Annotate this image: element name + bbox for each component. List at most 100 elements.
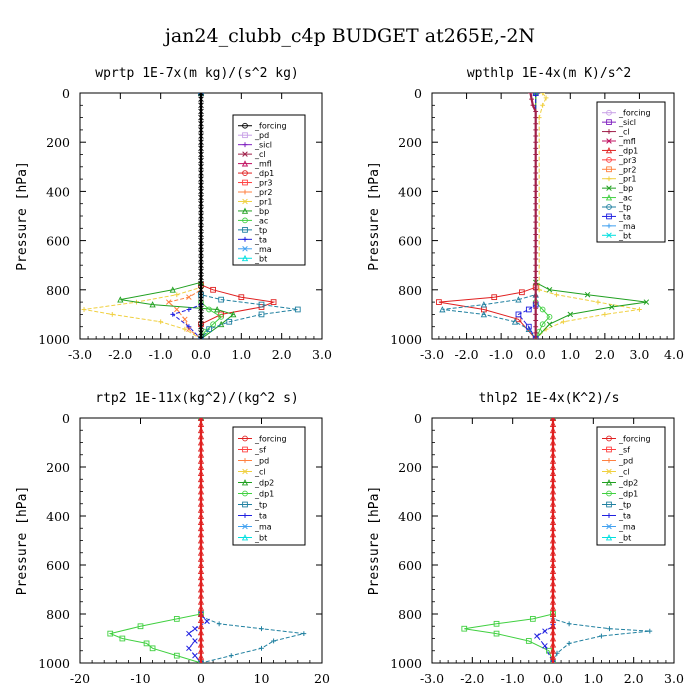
- series-point_cl: [533, 164, 539, 170]
- series-point_forcing: [198, 330, 204, 336]
- legend-marker: [242, 198, 248, 205]
- series-point_cl: [533, 250, 539, 256]
- series-point_tp: [647, 628, 653, 634]
- series-point_forcing: [549, 530, 557, 538]
- series-point_dp1: [137, 623, 144, 630]
- series-point_pr2: [182, 316, 188, 323]
- series-point_tp: [480, 301, 487, 308]
- x-tick-label: -2.0: [460, 671, 484, 686]
- series-point_forcing: [198, 250, 204, 256]
- series-point_bp: [584, 291, 591, 298]
- x-tick-label: 0: [197, 671, 205, 686]
- legend-marker: [242, 435, 248, 442]
- series-point_forcing: [549, 610, 557, 617]
- legend-marker: [242, 227, 248, 233]
- legend-entry: _pr1: [254, 197, 272, 206]
- series-point_forcing: [198, 188, 204, 195]
- y-tick-label: 0: [414, 86, 422, 101]
- series-point_forcing: [198, 145, 204, 152]
- x-tick-label: 1.0: [231, 347, 251, 362]
- series-point_forcing: [549, 451, 557, 458]
- series-point_forcing: [198, 170, 204, 176]
- legend-entry: _tp: [254, 226, 267, 235]
- series-point_cl: [533, 318, 539, 323]
- series-line_tp: [552, 418, 650, 663]
- series-point_dp1: [119, 635, 126, 642]
- series-point_bp: [643, 299, 650, 305]
- series-point_forcing: [197, 628, 205, 636]
- series-point_dp1: [493, 620, 500, 627]
- series-point_cl: [533, 324, 539, 330]
- series-point_forcing: [549, 549, 557, 556]
- series-point_pr1: [182, 326, 188, 332]
- legend-marker: [242, 122, 248, 129]
- series-point_pr1: [560, 319, 566, 325]
- series-point_cl: [533, 139, 539, 145]
- legend-marker: [605, 194, 613, 201]
- series-point_forcing: [549, 567, 557, 574]
- series-point_forcing: [549, 524, 557, 532]
- y-tick-label: 400: [46, 184, 70, 199]
- series-point_pr1: [543, 95, 549, 101]
- legend-marker: [606, 232, 612, 239]
- series-point_ta: [186, 307, 192, 312]
- legend-marker: [242, 236, 248, 242]
- legend-marker: [606, 513, 612, 518]
- legend-marker: [606, 129, 612, 134]
- legend-entry: _tp: [254, 501, 267, 510]
- series-point_tp: [439, 306, 446, 313]
- legend-entry: _tp: [618, 203, 631, 212]
- x-tick-label: 2.0: [272, 347, 292, 362]
- series-point_forcing: [549, 432, 557, 440]
- legend-marker: [606, 446, 612, 453]
- series-point_forcing: [549, 622, 557, 630]
- series-point_cl: [533, 225, 539, 231]
- series-point_forcing: [198, 219, 204, 225]
- series-point_pr2: [174, 306, 180, 313]
- legend-entry: _pr3: [254, 179, 272, 188]
- series-point_forcing: [198, 194, 204, 201]
- series-point_cl: [533, 219, 539, 225]
- series-point_forcing: [198, 133, 204, 139]
- series-point_cl: [533, 336, 539, 339]
- series-point_ta: [534, 633, 540, 639]
- legend-entry: _ma: [618, 523, 636, 532]
- series-point_forcing: [549, 635, 557, 642]
- series-point_tp: [206, 326, 212, 333]
- series-point_ta: [525, 306, 532, 313]
- legend-entry: _ac: [254, 216, 268, 225]
- series-point_cl: [533, 189, 539, 194]
- series-point_forcing: [197, 604, 205, 611]
- legend-entry: _forcing: [254, 122, 287, 131]
- series-point_tp: [480, 310, 487, 318]
- y-tick-label: 1000: [390, 332, 422, 347]
- panel-title: thlp2 1E-4x(K^2)/s: [479, 391, 620, 406]
- legend-marker: [241, 160, 249, 167]
- series-point_pr1: [554, 292, 559, 298]
- series-point_forcing: [198, 127, 204, 133]
- y-tick-label: 800: [46, 607, 70, 622]
- y-tick-label: 1000: [38, 656, 70, 671]
- series-line_dp1: [108, 418, 202, 663]
- series-point_cl: [533, 256, 539, 262]
- series-point_cl: [533, 262, 539, 268]
- series-point_cl: [533, 275, 539, 280]
- series-point_pr2: [186, 294, 192, 300]
- series-point_cl: [533, 152, 539, 157]
- legend-entry: _ta: [618, 212, 631, 221]
- series-point_dp1: [519, 289, 525, 296]
- legend-marker: [241, 479, 249, 486]
- series-point_tp: [271, 638, 276, 644]
- series-point_dp1: [238, 294, 245, 301]
- series-point_bp: [218, 320, 225, 328]
- legend-marker: [606, 435, 612, 442]
- legend-marker: [605, 479, 613, 486]
- series-point_forcing: [198, 225, 204, 232]
- series-point_forcing: [549, 512, 557, 519]
- x-tick-label: -3.0: [420, 671, 444, 686]
- series-point_forcing: [197, 512, 205, 519]
- series-point_cl: [533, 127, 539, 133]
- legend-marker: [606, 204, 612, 210]
- series-point_dp1: [107, 630, 114, 637]
- series-point_dp1: [173, 616, 180, 622]
